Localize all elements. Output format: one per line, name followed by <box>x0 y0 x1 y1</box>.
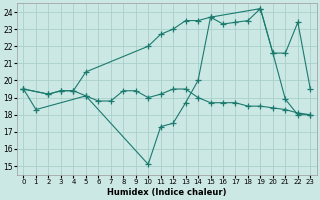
X-axis label: Humidex (Indice chaleur): Humidex (Indice chaleur) <box>107 188 227 197</box>
